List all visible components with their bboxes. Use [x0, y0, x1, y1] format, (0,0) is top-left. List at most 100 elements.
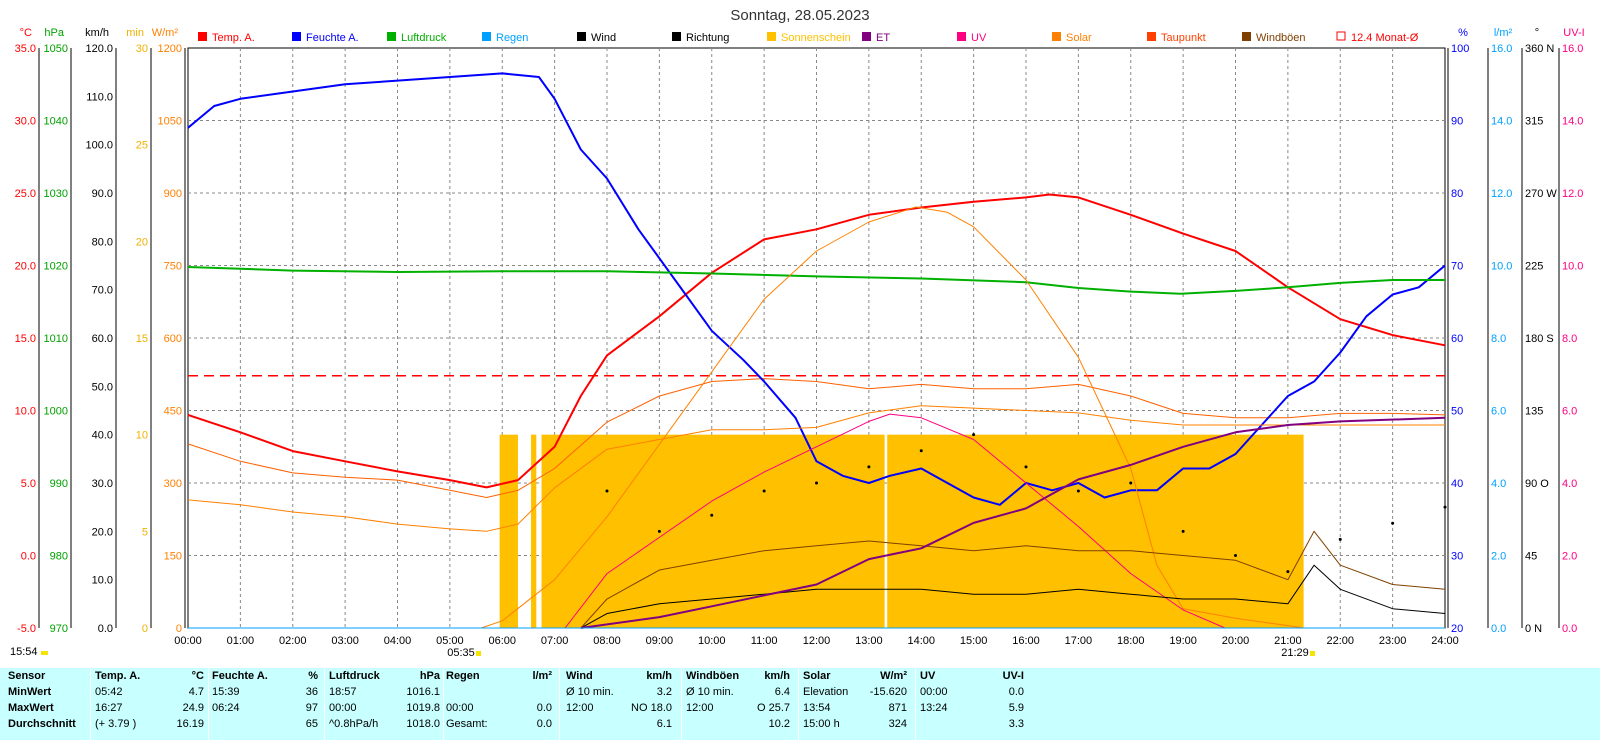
- legend-label: Windböen: [1256, 32, 1306, 44]
- legend-swatch: [672, 32, 681, 41]
- left-axis-unit: km/h: [85, 27, 109, 39]
- stats-row-time: 13:24: [920, 702, 948, 714]
- left-axis-tick: 150: [164, 551, 182, 563]
- x-tick-label: 04:00: [384, 635, 412, 647]
- stats-row-time: ^0.8hPa/h: [329, 718, 379, 730]
- right-axis-tick: 10.0: [1491, 261, 1512, 273]
- x-tick-label: 09:00: [646, 635, 674, 647]
- stats-row-label: Durchschnitt: [8, 718, 76, 730]
- right-axis-tick: 45: [1525, 551, 1537, 563]
- right-axis-tick: 16.0: [1562, 43, 1583, 55]
- x-tick-label: 16:00: [1012, 635, 1040, 647]
- stats-header: Wind: [566, 670, 593, 682]
- stats-row-value: 5.9: [1008, 702, 1024, 714]
- legend-label: Taupunkt: [1161, 32, 1206, 44]
- legend-label: Luftdruck: [401, 32, 447, 44]
- stats-unit: km/h: [646, 670, 672, 682]
- left-axis-unit: W/m²: [152, 27, 179, 39]
- legend-label: Wind: [591, 32, 616, 44]
- direction-point: [1391, 521, 1395, 525]
- stats-unit: W/m²: [880, 670, 907, 682]
- left-axis-tick: 15: [136, 333, 148, 345]
- right-axis-tick: 315: [1525, 116, 1543, 128]
- right-axis-tick: 180 S: [1525, 333, 1554, 345]
- direction-point: [1076, 489, 1080, 493]
- stats-row-time: 00:00: [446, 702, 474, 714]
- left-axis-tick: 50.0: [92, 381, 113, 393]
- stats-row-time: 05:42: [95, 686, 123, 698]
- direction-point: [815, 481, 818, 485]
- left-axis-tick: 30.0: [15, 116, 36, 128]
- left-axis-tick: 5.0: [21, 478, 36, 490]
- x-tick-label: 19:00: [1169, 635, 1197, 647]
- stats-unit: %: [308, 670, 318, 682]
- stats-row-time: 15:00 h: [803, 718, 840, 730]
- left-axis-tick: 5: [142, 526, 148, 538]
- stats-header: Luftdruck: [329, 670, 380, 682]
- x-tick-label: 03:00: [331, 635, 359, 647]
- direction-point: [1024, 465, 1028, 469]
- stats-separator: [90, 668, 91, 740]
- right-axis-tick: 40: [1451, 478, 1463, 490]
- chart-axes: °C 35.0 30.0 25.0 20.0 15.0 10.0 5.0 0.0 -5.0 hPa 1…: [15, 27, 1585, 635]
- series-line: [187, 266, 1445, 295]
- stats-separator: [559, 668, 560, 740]
- left-axis-tick: 1030: [44, 188, 68, 200]
- direction-point: [867, 465, 871, 469]
- right-axis-tick: 4.0: [1562, 478, 1577, 490]
- stats-row-value: 3.3: [1008, 718, 1024, 730]
- left-axis-tick: -5.0: [17, 623, 36, 635]
- stats-unit: °C: [191, 670, 204, 682]
- x-tick-label: 11:00: [751, 635, 778, 647]
- left-axis-tick: 40.0: [92, 430, 113, 442]
- right-axis-tick: 270 W: [1525, 188, 1557, 200]
- legend-swatch: [1147, 32, 1156, 41]
- stats-row-value: 65: [305, 718, 318, 730]
- left-axis-tick: 20.0: [15, 261, 36, 273]
- legend-swatch: [577, 32, 586, 41]
- right-axis-tick: 0.0: [1491, 623, 1506, 635]
- stats-separator: [324, 668, 325, 740]
- left-axis-tick: 10.0: [92, 575, 113, 587]
- left-axis-tick: 600: [164, 333, 182, 345]
- left-axis-tick: 990: [50, 478, 68, 490]
- x-tick-label: 07:00: [541, 635, 569, 647]
- legend-label: Richtung: [686, 32, 729, 44]
- right-axis-tick: 12.0: [1562, 188, 1583, 200]
- left-axis-tick: 970: [50, 623, 68, 635]
- stats-row-value: 36: [305, 686, 318, 698]
- x-tick-label: 12:00: [803, 635, 831, 647]
- right-axis-tick: 225: [1525, 261, 1543, 273]
- right-axis-tick: 2.0: [1562, 551, 1577, 563]
- stats-unit: km/h: [764, 670, 790, 682]
- stats-row-time: 00:00: [329, 702, 357, 714]
- stats-separator: [798, 668, 799, 740]
- stats-row-value: -15.620: [869, 686, 907, 698]
- left-axis-tick: 25.0: [15, 188, 36, 200]
- stats-row-time: Gesamt:: [446, 718, 488, 730]
- x-tick-label: 22:00: [1326, 635, 1354, 647]
- direction-point: [919, 449, 923, 453]
- right-axis-tick: 70: [1451, 261, 1463, 273]
- stats-row-time: 15:39: [212, 686, 240, 698]
- left-axis-tick: 900: [164, 188, 182, 200]
- direction-point: [762, 489, 766, 493]
- right-axis-tick: 8.0: [1562, 333, 1577, 345]
- left-axis-tick: 980: [50, 551, 68, 563]
- series-line: [580, 564, 1446, 629]
- stats-unit: hPa: [419, 670, 440, 682]
- stats-row-value: 10.2: [768, 718, 790, 730]
- stats-row-value: 0.0: [536, 702, 552, 714]
- x-tick-label: 01:00: [227, 635, 255, 647]
- right-axis-tick: 4.0: [1491, 478, 1506, 490]
- stats-header: Windböen: [686, 670, 740, 682]
- legend-swatch: [862, 32, 871, 41]
- series-line: [187, 405, 1445, 532]
- timestamp-label: 15:54: [10, 646, 38, 658]
- legend-label: Regen: [496, 32, 528, 44]
- right-axis-tick: 360 N: [1525, 43, 1554, 55]
- sunset-marker: [1310, 651, 1315, 656]
- left-axis-tick: 120.0: [85, 43, 113, 55]
- x-tick-label: 05:00: [436, 635, 464, 647]
- legend-label: UV: [971, 32, 987, 44]
